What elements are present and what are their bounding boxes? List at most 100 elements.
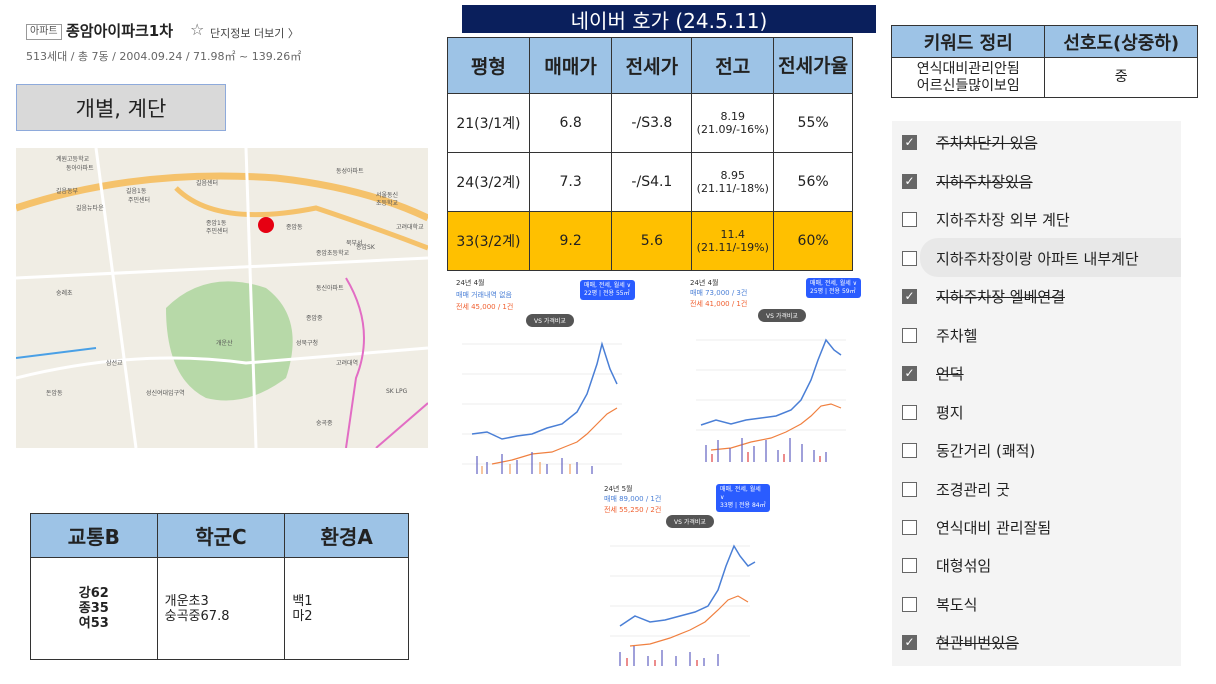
checklist-label: 평지 xyxy=(936,404,964,422)
map-canvas xyxy=(16,148,428,448)
checklist-item[interactable]: 지하주차장 외부 계단 xyxy=(902,209,1070,230)
map-label: 성신여대입구역 xyxy=(146,390,185,397)
checklist-item[interactable]: ✓ 주차차단기 있음 xyxy=(902,132,1037,153)
high-sub: (21.11/-19%) xyxy=(696,241,769,254)
checkbox-icon[interactable] xyxy=(902,405,917,420)
high-value: 8.19 xyxy=(720,110,746,123)
location-map[interactable]: 계원고등학교 동아아파트 길음동부 길음1동 길음뉴타운 주민센터 길음센터 동… xyxy=(16,148,428,448)
checkbox-icon[interactable] xyxy=(902,212,917,227)
high-value: 8.95 xyxy=(720,169,746,182)
checklist-item[interactable]: 조경관리 굿 xyxy=(902,479,1010,500)
checkbox-checked-icon[interactable]: ✓ xyxy=(902,135,917,150)
checklist-item[interactable]: 지하주차장이랑 아파트 내부계단 xyxy=(902,248,1139,269)
checklist-label: 조경관리 굿 xyxy=(936,481,1010,499)
school-line: 숭곡중67.8 xyxy=(164,608,230,624)
map-label: 종암중 xyxy=(306,315,323,322)
checklist-item[interactable]: ✓ 현관비번있음 xyxy=(902,632,1019,653)
checklist-item[interactable]: ✓ 지하주차장있음 xyxy=(902,171,1033,192)
checklist-item[interactable]: 주차헬 xyxy=(902,325,977,346)
cell-ratio: 55% xyxy=(773,93,853,153)
checklist-item[interactable]: 연식대비 관리잘됨 xyxy=(902,517,1051,538)
cell-type: 24(3/2계) xyxy=(447,152,530,212)
checkbox-icon[interactable] xyxy=(902,558,917,573)
checkbox-icon[interactable] xyxy=(902,251,917,266)
trade-type-dropdown[interactable]: 매매, 전세, 월세 ∨ 33평 | 전용 84㎡ xyxy=(716,484,770,512)
apartment-tag: 아파트 xyxy=(26,24,62,40)
col-header-ratio: 전세가율 xyxy=(773,37,853,94)
map-label: 종암초등학교 xyxy=(316,250,350,257)
chart-jeonse-summary: 전세 55,250 / 2건 xyxy=(604,506,662,514)
col-header-high: 전고 xyxy=(691,37,775,94)
price-table: 평형 매매가 전세가 전고 전세가율 21(3/1계) 6.8 -/S3.8 8… xyxy=(447,37,853,271)
checklist-item[interactable]: 대형섞임 xyxy=(902,555,991,576)
table-row: 24(3/2계) 7.3 -/S4.1 8.95 (21.11/-18%) 56% xyxy=(447,152,853,212)
checkbox-checked-icon[interactable]: ✓ xyxy=(902,289,917,304)
complex-summary: 513세대 / 총 7동 / 2004.09.24 / 71.98㎡ ~ 139… xyxy=(26,50,302,63)
chart-plot xyxy=(610,544,756,666)
area-label: 33평 | 전용 84㎡ xyxy=(720,502,766,509)
favorite-star-icon[interactable]: ☆ xyxy=(190,20,205,39)
col-header-jeonse: 전세가 xyxy=(611,37,693,94)
chart-sale-summary: 매매 89,000 / 1건 xyxy=(604,495,662,503)
map-label: 길음센터 xyxy=(196,180,219,187)
map-label: 성북구청 xyxy=(296,340,319,347)
checkbox-checked-icon[interactable]: ✓ xyxy=(902,174,917,189)
map-label: 고려대학교 xyxy=(396,224,424,231)
map-label: 숭례초 xyxy=(56,290,73,297)
compare-button[interactable]: VS 가격비교 xyxy=(526,314,574,327)
map-label: 돈암동 xyxy=(46,390,63,397)
map-label: 길음동부 xyxy=(56,188,79,195)
complex-info-more-link[interactable]: 단지정보 더보기 〉 xyxy=(210,27,299,40)
chart-plot xyxy=(462,341,622,474)
map-label: 동성아파트 xyxy=(336,168,364,175)
school-cell: 개운초3 숭곡중67.8 xyxy=(156,557,286,660)
compare-button[interactable]: VS 가격비교 xyxy=(666,515,714,528)
price-chart-24[interactable]: 24년 4월 매매 73,000 / 3건 전세 41,000 / 1건 매매,… xyxy=(686,274,866,470)
trade-type-dropdown[interactable]: 매매, 전세, 월세 ∨ 22평 | 전용 55㎡ xyxy=(580,280,636,300)
checklist-item[interactable]: ✓ 지하주차장 엘베연결 xyxy=(902,286,1065,307)
chart-sale-summary: 매매 거래내역 없음 xyxy=(456,291,512,299)
cell-sale: 9.2 xyxy=(528,211,613,271)
checkbox-icon[interactable] xyxy=(902,328,917,343)
keyword-line: 연식대비관리안됨 xyxy=(916,60,1020,77)
keyword-cell: 연식대비관리안됨 어르신들많이보임 xyxy=(890,57,1046,98)
map-label: 길음뉴타운 xyxy=(76,205,104,212)
map-label: 개운산 xyxy=(216,340,233,347)
area-label: 25평 | 전용 59㎡ xyxy=(810,288,856,295)
checkbox-checked-icon[interactable]: ✓ xyxy=(902,366,917,381)
complex-title: 종암아이파크1차 xyxy=(66,22,174,40)
checklist-item[interactable]: ✓ 언덕 xyxy=(902,363,964,384)
map-label: SK LPG xyxy=(386,388,408,395)
map-label: 종암동 xyxy=(286,224,303,231)
trade-type-dropdown[interactable]: 매매, 전세, 월세 ∨ 25평 | 전용 59㎡ xyxy=(806,278,862,298)
cell-sale: 6.8 xyxy=(528,93,613,153)
checklist-label: 지하주차장있음 xyxy=(936,173,1033,191)
checklist-item[interactable]: 동간거리 (쾌적) xyxy=(902,440,1035,461)
col-header-keyword: 키워드 정리 xyxy=(890,25,1046,58)
checklist-item[interactable]: 복도식 xyxy=(902,594,977,615)
traffic-line: 여53 xyxy=(78,616,109,631)
col-header-school: 학군C xyxy=(156,513,286,558)
cell-type: 33(3/2계) xyxy=(447,211,530,271)
price-chart-33[interactable]: 24년 5월 매매 89,000 / 1건 전세 55,250 / 2건 매매,… xyxy=(600,480,770,676)
checkbox-icon[interactable] xyxy=(902,597,917,612)
cell-ratio: 60% xyxy=(773,211,853,271)
map-label: 종암1동 xyxy=(206,220,227,227)
table-row-highlighted: 33(3/2계) 9.2 5.6 11.4 (21.11/-19%) 60% xyxy=(447,211,853,271)
table-row: 21(3/1계) 6.8 -/S3.8 8.19 (21.09/-16%) 55% xyxy=(447,93,853,153)
cell-jeonse: 5.6 xyxy=(611,211,693,271)
price-chart-21[interactable]: 24년 4월 매매 거래내역 없음 전세 45,000 / 1건 매매, 전세,… xyxy=(452,274,662,484)
naver-quote-title: 네이버 호가 (24.5.11) xyxy=(462,5,876,33)
cell-high: 8.95 (21.11/-18%) xyxy=(691,152,775,212)
checkbox-icon[interactable] xyxy=(902,482,917,497)
map-label: 서울동신 xyxy=(376,192,399,199)
compare-button[interactable]: VS 가격비교 xyxy=(758,309,806,322)
checklist-label: 지하주차장 외부 계단 xyxy=(936,211,1070,229)
chart-date: 24년 5월 xyxy=(604,485,633,493)
checkbox-icon[interactable] xyxy=(902,520,917,535)
env-line: 마2 xyxy=(292,608,313,624)
checkbox-icon[interactable] xyxy=(902,443,917,458)
checkbox-checked-icon[interactable]: ✓ xyxy=(902,635,917,650)
chart-date: 24년 4월 xyxy=(456,279,485,287)
checklist-item[interactable]: 평지 xyxy=(902,402,964,423)
